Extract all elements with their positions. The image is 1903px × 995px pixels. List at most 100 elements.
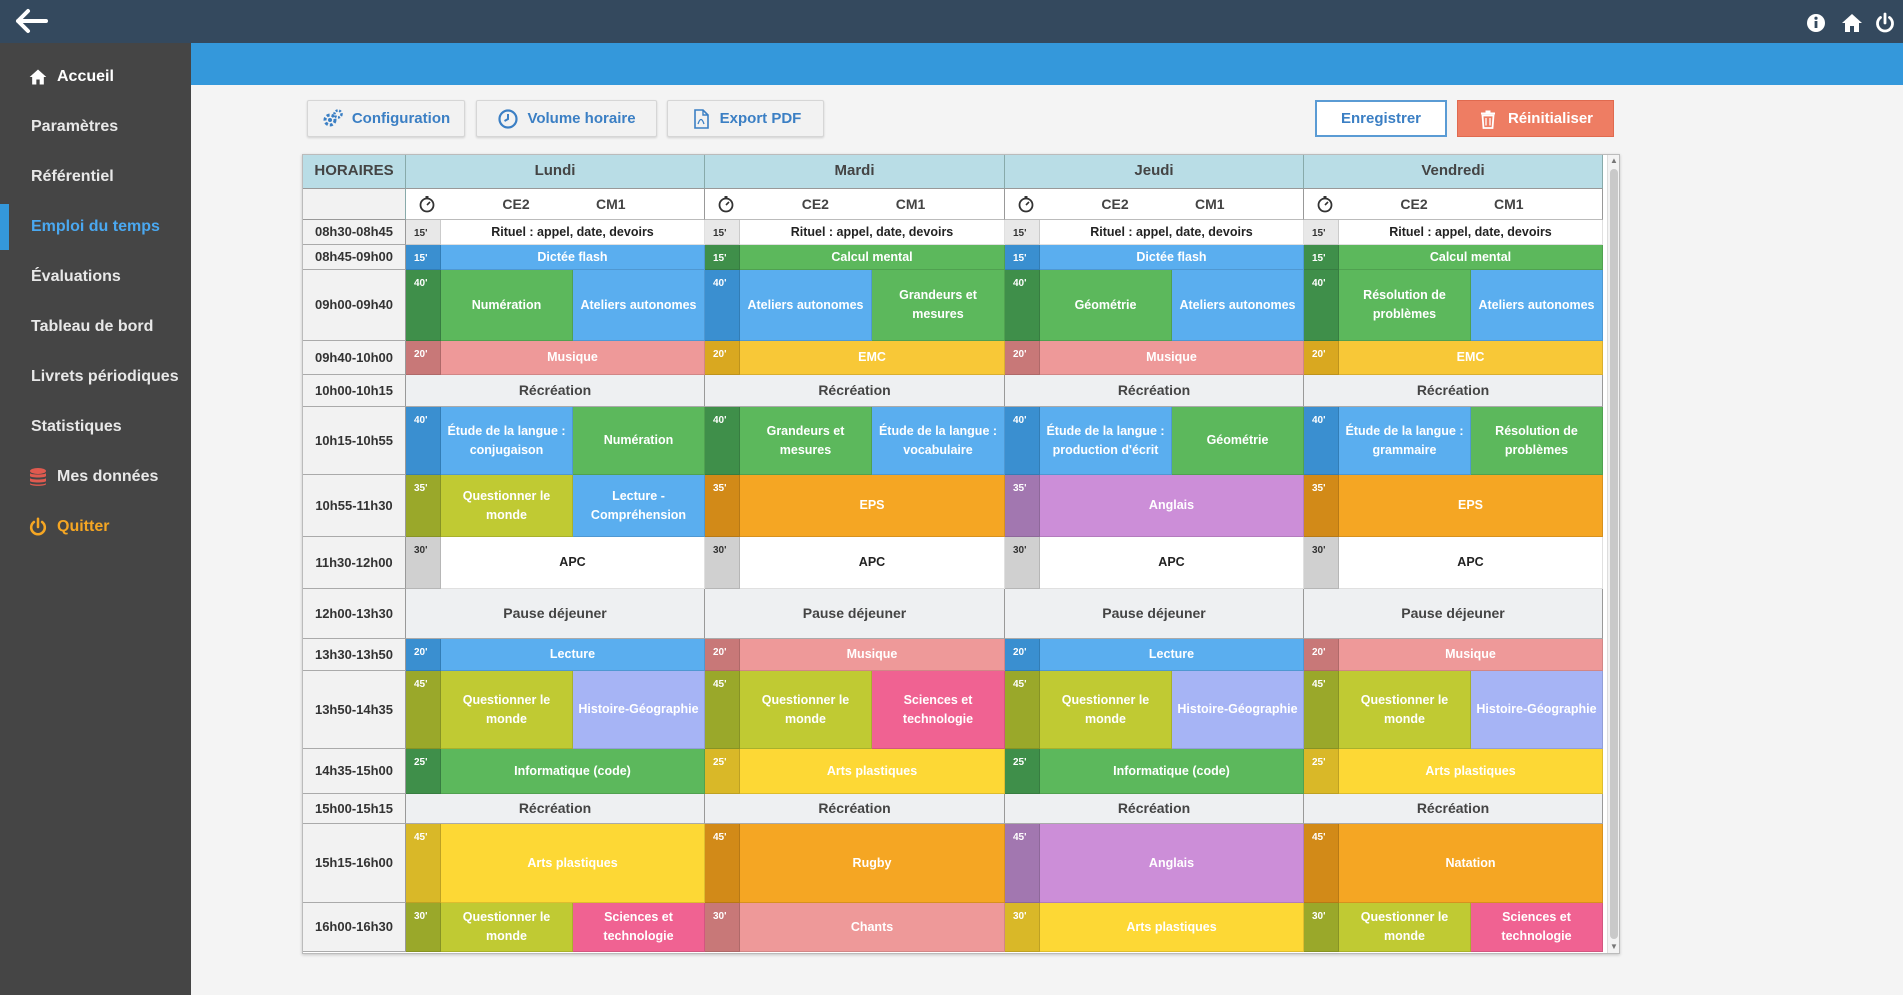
duration-badge: 40' <box>406 407 441 475</box>
table-scrollbar[interactable]: ▲ ▼ <box>1607 155 1619 953</box>
lesson-cell[interactable]: Questionner le monde <box>441 475 573 537</box>
lesson-cell[interactable]: Histoire-Géographie <box>1471 671 1603 749</box>
lesson-cell[interactable]: Anglais <box>1040 824 1304 903</box>
stopwatch-icon <box>1018 196 1034 213</box>
lesson-cell[interactable]: Arts plastiques <box>1040 903 1304 952</box>
lesson-cell[interactable]: Musique <box>1040 341 1304 375</box>
lesson-cell[interactable]: APC <box>1040 537 1304 589</box>
scrollbar-thumb[interactable] <box>1610 169 1618 939</box>
lesson-cell[interactable]: Questionner le monde <box>1040 671 1172 749</box>
lesson-cell[interactable]: Sciences et technologie <box>573 903 705 952</box>
lesson-cell[interactable]: Arts plastiques <box>740 749 1005 794</box>
lesson-cell[interactable]: Numération <box>573 407 705 475</box>
lesson-cell[interactable]: Dictée flash <box>441 245 705 270</box>
sidebar-item-quitter[interactable]: Quitter <box>0 502 191 552</box>
lesson-cell[interactable]: Questionner le monde <box>740 671 872 749</box>
duration-badge: 35' <box>406 475 441 537</box>
lesson-cell[interactable]: Étude de la langue : production d'écrit <box>1040 407 1172 475</box>
lesson-cell[interactable]: Étude de la langue : grammaire <box>1339 407 1471 475</box>
sidebar-item-accueil[interactable]: Accueil <box>0 52 191 102</box>
lesson-cell[interactable]: Sciences et technologie <box>872 671 1005 749</box>
lesson-cell[interactable]: Grandeurs et mesures <box>740 407 872 475</box>
power-icon[interactable] <box>1874 12 1896 34</box>
lesson-cell[interactable]: Chants <box>740 903 1005 952</box>
horaires-subheader <box>303 189 406 220</box>
lesson-cell[interactable]: Questionner le monde <box>1339 671 1471 749</box>
lesson-cell[interactable]: Rituel : appel, date, devoirs <box>441 220 705 245</box>
day-header: Mardi <box>705 155 1005 189</box>
sidebar-item-parametres[interactable]: Paramètres <box>0 102 191 152</box>
lesson-cell[interactable]: Questionner le monde <box>441 903 573 952</box>
lesson-cell[interactable]: APC <box>740 537 1005 589</box>
duration-badge: 35' <box>1304 475 1339 537</box>
lesson-cell[interactable]: Informatique (code) <box>441 749 705 794</box>
lesson-cell[interactable]: Grandeurs et mesures <box>872 270 1005 341</box>
sidebar-item-mes-donnees[interactable]: Mes données <box>0 452 191 502</box>
volume-horaire-button[interactable]: Volume horaire <box>476 100 657 137</box>
level-label: CE2 <box>502 195 530 212</box>
time-slot: 10h15-10h55 <box>303 407 406 475</box>
lesson-cell[interactable]: EMC <box>1339 341 1603 375</box>
stopwatch-icon <box>419 196 435 213</box>
sidebar-item-evaluations[interactable]: Évaluations <box>0 252 191 302</box>
lesson-cell[interactable]: Musique <box>441 341 705 375</box>
info-icon[interactable] <box>1805 12 1827 34</box>
sidebar-item-referentiel[interactable]: Référentiel <box>0 152 191 202</box>
lesson-cell[interactable]: Informatique (code) <box>1040 749 1304 794</box>
sidebar-item-tableau-de-bord[interactable]: Tableau de bord <box>0 302 191 352</box>
lesson-cell[interactable]: Rituel : appel, date, devoirs <box>1040 220 1304 245</box>
reset-button[interactable]: Réinitialiser <box>1457 100 1614 137</box>
lesson-cell[interactable]: APC <box>441 537 705 589</box>
lesson-cell[interactable]: Musique <box>1339 639 1603 671</box>
database-icon <box>30 468 46 486</box>
lesson-cell[interactable]: Anglais <box>1040 475 1304 537</box>
lesson-cell[interactable]: Étude de la langue : conjugaison <box>441 407 573 475</box>
lesson-cell[interactable]: Ateliers autonomes <box>1471 270 1603 341</box>
lesson-cell[interactable]: Résolution de problèmes <box>1471 407 1603 475</box>
lesson-cell[interactable]: Géométrie <box>1040 270 1172 341</box>
configuration-button[interactable]: Configuration <box>307 100 465 137</box>
lesson-cell[interactable]: Étude de la langue : vocabulaire <box>872 407 1005 475</box>
lesson-cell[interactable]: Résolution de problèmes <box>1339 270 1471 341</box>
lesson-cell[interactable]: Histoire-Géographie <box>573 671 705 749</box>
lesson-cell[interactable]: Natation <box>1339 824 1603 903</box>
lesson-cell[interactable]: Musique <box>740 639 1005 671</box>
lesson-cell[interactable]: Rugby <box>740 824 1005 903</box>
sidebar-item-livrets[interactable]: Livrets périodiques <box>0 352 191 402</box>
save-button[interactable]: Enregistrer <box>1315 100 1447 137</box>
lesson-cell[interactable]: Numération <box>441 270 573 341</box>
lesson-cell[interactable]: Rituel : appel, date, devoirs <box>740 220 1005 245</box>
sidebar-item-statistiques[interactable]: Statistiques <box>0 402 191 452</box>
home-icon[interactable] <box>1840 12 1864 34</box>
lesson-cell[interactable]: Dictée flash <box>1040 245 1304 270</box>
lesson-cell[interactable]: Ateliers autonomes <box>1172 270 1304 341</box>
break-cell: Pause déjeuner <box>1005 589 1304 639</box>
sidebar-item-emploi-du-temps[interactable]: Emploi du temps <box>0 202 191 252</box>
duration-badge: 30' <box>1304 903 1339 952</box>
lesson-cell[interactable]: Rituel : appel, date, devoirs <box>1339 220 1603 245</box>
lesson-cell[interactable]: EMC <box>740 341 1005 375</box>
lesson-cell[interactable]: Questionner le monde <box>1339 903 1471 952</box>
back-arrow-icon[interactable] <box>14 8 48 34</box>
lesson-cell[interactable]: Ateliers autonomes <box>740 270 872 341</box>
lesson-cell[interactable]: Questionner le monde <box>441 671 573 749</box>
export-pdf-button[interactable]: Export PDF <box>667 100 824 137</box>
lesson-cell[interactable]: Lecture - Compréhension <box>573 475 705 537</box>
lesson-cell[interactable]: Sciences et technologie <box>1471 903 1603 952</box>
duration-badge: 40' <box>1005 407 1040 475</box>
lesson-cell[interactable]: Géométrie <box>1172 407 1304 475</box>
lesson-cell[interactable]: Lecture <box>441 639 705 671</box>
lesson-cell[interactable]: Arts plastiques <box>441 824 705 903</box>
lesson-cell[interactable]: Calcul mental <box>1339 245 1603 270</box>
day-header: Lundi <box>406 155 705 189</box>
lesson-cell[interactable]: Lecture <box>1040 639 1304 671</box>
lesson-cell[interactable]: Histoire-Géographie <box>1172 671 1304 749</box>
lesson-cell[interactable]: EPS <box>1339 475 1603 537</box>
lesson-cell[interactable]: Arts plastiques <box>1339 749 1603 794</box>
lesson-cell[interactable]: Ateliers autonomes <box>573 270 705 341</box>
day-header: Jeudi <box>1005 155 1304 189</box>
duration-badge: 45' <box>1304 824 1339 903</box>
lesson-cell[interactable]: APC <box>1339 537 1603 589</box>
lesson-cell[interactable]: Calcul mental <box>740 245 1005 270</box>
lesson-cell[interactable]: EPS <box>740 475 1005 537</box>
